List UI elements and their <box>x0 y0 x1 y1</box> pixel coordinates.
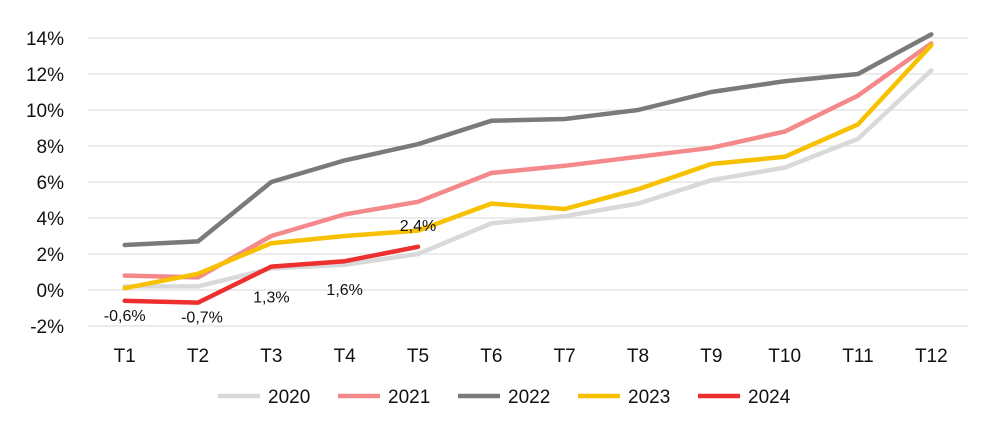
x-tick-label: T7 <box>554 346 576 367</box>
data-label: -0,6% <box>104 308 146 325</box>
series-line-2024 <box>122 244 421 305</box>
legend-label: 2021 <box>388 387 430 408</box>
legend-label: 2024 <box>748 387 791 408</box>
x-tick-label: T4 <box>334 346 357 367</box>
legend: 2020 2021 2022 2023 2024 <box>218 387 791 408</box>
y-tick-label: 0% <box>37 281 65 302</box>
legend-label: 2023 <box>628 387 670 408</box>
x-tick-label: T2 <box>187 346 209 367</box>
series-line-2022 <box>122 32 934 248</box>
legend-item-2023: 2023 <box>578 387 670 408</box>
data-label: 1,3% <box>253 290 289 307</box>
x-tick-label: T1 <box>114 346 136 367</box>
legend-label: 2022 <box>508 387 550 408</box>
y-tick-label: 4% <box>37 209 65 230</box>
x-tick-label: T8 <box>627 346 649 367</box>
y-tick-label: 12% <box>26 65 64 86</box>
data-label: 1,6% <box>326 282 362 299</box>
legend-item-2024: 2024 <box>698 387 791 408</box>
x-tick-label: T10 <box>768 346 801 367</box>
x-tick-label: T6 <box>480 346 502 367</box>
y-tick-label: 6% <box>37 173 65 194</box>
legend-item-2021: 2021 <box>338 387 430 408</box>
legend-item-2020: 2020 <box>218 387 310 408</box>
x-tick-label: T5 <box>407 346 429 367</box>
gridlines <box>88 37 968 327</box>
legend-label: 2020 <box>268 387 310 408</box>
y-tick-label: 2% <box>37 245 65 266</box>
x-axis-tick-labels: T1 T2 T3 T4 T5 T6 T7 T8 T9 T10 T11 T12 <box>114 346 948 367</box>
x-tick-label: T12 <box>915 346 948 367</box>
y-tick-label: 8% <box>37 137 65 158</box>
y-tick-label: 10% <box>26 101 64 122</box>
x-tick-label: T9 <box>700 346 722 367</box>
y-tick-label: 14% <box>26 29 64 50</box>
x-tick-label: T11 <box>842 346 873 367</box>
series-line-2023 <box>122 42 934 291</box>
data-label: -0,7% <box>181 310 223 327</box>
data-label: 2,4% <box>400 218 436 235</box>
series-line-2021 <box>122 41 934 280</box>
x-tick-label: T3 <box>260 346 282 367</box>
data-labels: -0,6% -0,7% 1,3% 1,6% 2,4% <box>104 218 436 327</box>
series-lines <box>122 32 934 305</box>
y-axis-tick-labels: -2% 0% 2% 4% 6% 8% 10% 12% 14% <box>26 29 64 338</box>
legend-item-2022: 2022 <box>458 387 550 408</box>
y-tick-label: -2% <box>30 317 64 338</box>
